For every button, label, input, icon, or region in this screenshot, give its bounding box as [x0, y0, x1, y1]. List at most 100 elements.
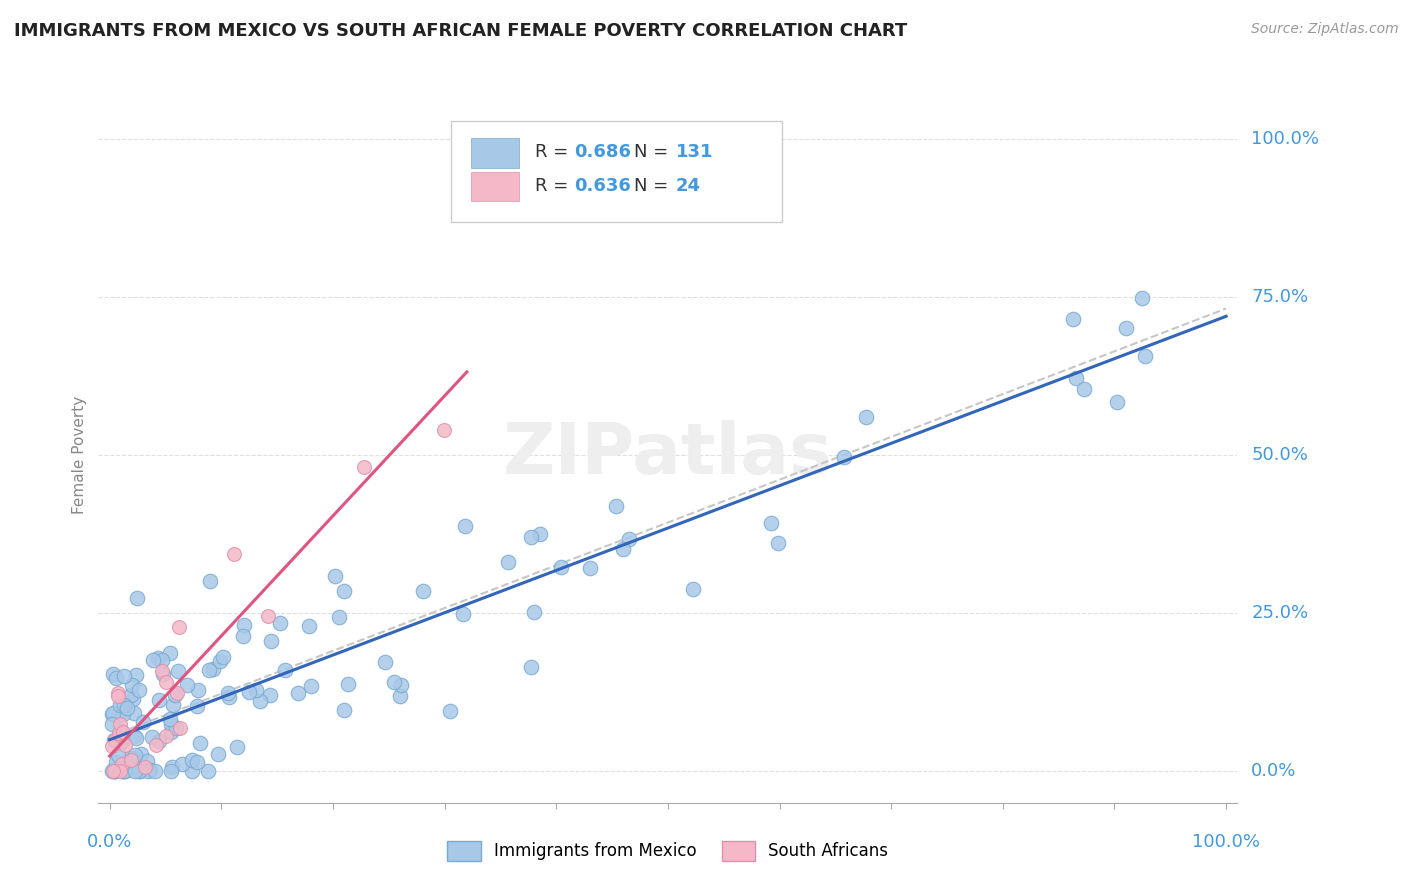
- Point: [107, 685, 129, 699]
- Point: [389, 678, 412, 692]
- Point: [159, 764, 181, 779]
- Point: [374, 655, 396, 669]
- Point: [159, 646, 181, 660]
- Point: [451, 607, 474, 622]
- Point: [217, 686, 239, 700]
- Text: 0.686: 0.686: [575, 144, 631, 161]
- Point: [519, 660, 541, 674]
- Point: [287, 686, 309, 700]
- Point: [114, 755, 136, 769]
- Point: [682, 582, 704, 597]
- Point: [162, 698, 184, 713]
- Point: [529, 527, 551, 541]
- Text: R =: R =: [534, 144, 574, 161]
- Point: [238, 685, 260, 699]
- Point: [111, 725, 134, 739]
- Point: [1107, 395, 1129, 409]
- Point: [101, 716, 124, 731]
- Point: [111, 757, 134, 772]
- Point: [226, 740, 249, 755]
- Point: [101, 764, 124, 779]
- Point: [105, 755, 128, 769]
- Point: [197, 764, 219, 779]
- Point: [125, 591, 148, 605]
- Point: [166, 686, 188, 700]
- Point: [186, 699, 208, 714]
- Point: [832, 450, 855, 465]
- Point: [114, 739, 136, 753]
- Text: 24: 24: [676, 177, 700, 194]
- Point: [325, 569, 347, 583]
- Point: [104, 671, 127, 685]
- Point: [121, 678, 143, 692]
- Point: [759, 516, 782, 531]
- Point: [104, 764, 127, 779]
- Point: [162, 760, 184, 774]
- Text: 25.0%: 25.0%: [1251, 604, 1309, 622]
- Point: [112, 669, 135, 683]
- Point: [148, 733, 170, 747]
- Point: [128, 764, 150, 779]
- Point: [1115, 320, 1137, 334]
- Point: [274, 663, 297, 677]
- Point: [150, 664, 173, 678]
- Point: [159, 712, 181, 726]
- Text: 100.0%: 100.0%: [1251, 129, 1319, 148]
- Point: [605, 499, 627, 513]
- Point: [112, 733, 135, 747]
- Point: [232, 629, 254, 643]
- Point: [201, 662, 224, 676]
- Point: [186, 756, 208, 770]
- Point: [101, 739, 124, 754]
- Point: [249, 694, 271, 708]
- Point: [160, 717, 183, 731]
- Point: [520, 530, 543, 544]
- Point: [169, 620, 191, 634]
- Point: [107, 726, 129, 740]
- Point: [382, 675, 405, 690]
- Point: [260, 633, 283, 648]
- Text: 0.636: 0.636: [575, 177, 631, 194]
- Point: [139, 763, 162, 777]
- Point: [118, 751, 141, 765]
- Point: [107, 747, 129, 762]
- Point: [121, 691, 143, 706]
- Point: [245, 682, 267, 697]
- Point: [1133, 349, 1156, 363]
- Point: [298, 619, 321, 633]
- Point: [353, 460, 375, 475]
- Point: [124, 747, 146, 762]
- Text: 75.0%: 75.0%: [1251, 288, 1309, 306]
- Point: [768, 536, 790, 550]
- Point: [108, 717, 131, 731]
- Point: [108, 735, 131, 749]
- Point: [145, 738, 167, 752]
- Point: [138, 764, 160, 779]
- Point: [181, 764, 204, 779]
- Point: [163, 688, 186, 702]
- Point: [233, 618, 256, 632]
- Point: [187, 683, 209, 698]
- Point: [141, 730, 163, 744]
- Point: [159, 724, 181, 739]
- Text: 100.0%: 100.0%: [1192, 833, 1260, 851]
- Point: [412, 584, 434, 599]
- Point: [101, 706, 124, 721]
- Point: [112, 698, 135, 712]
- Point: [155, 729, 177, 743]
- Text: 131: 131: [676, 144, 713, 161]
- Point: [121, 752, 143, 766]
- FancyBboxPatch shape: [451, 121, 782, 222]
- Point: [166, 665, 188, 679]
- Point: [108, 764, 131, 779]
- Point: [259, 688, 281, 702]
- Text: IMMIGRANTS FROM MEXICO VS SOUTH AFRICAN FEMALE POVERTY CORRELATION CHART: IMMIGRANTS FROM MEXICO VS SOUTH AFRICAN …: [14, 22, 907, 40]
- Point: [579, 561, 602, 575]
- Point: [104, 764, 127, 779]
- Point: [454, 519, 477, 533]
- Point: [115, 700, 138, 714]
- Point: [108, 698, 131, 712]
- Point: [439, 704, 461, 718]
- Text: 0.0%: 0.0%: [87, 833, 132, 851]
- Point: [125, 731, 148, 745]
